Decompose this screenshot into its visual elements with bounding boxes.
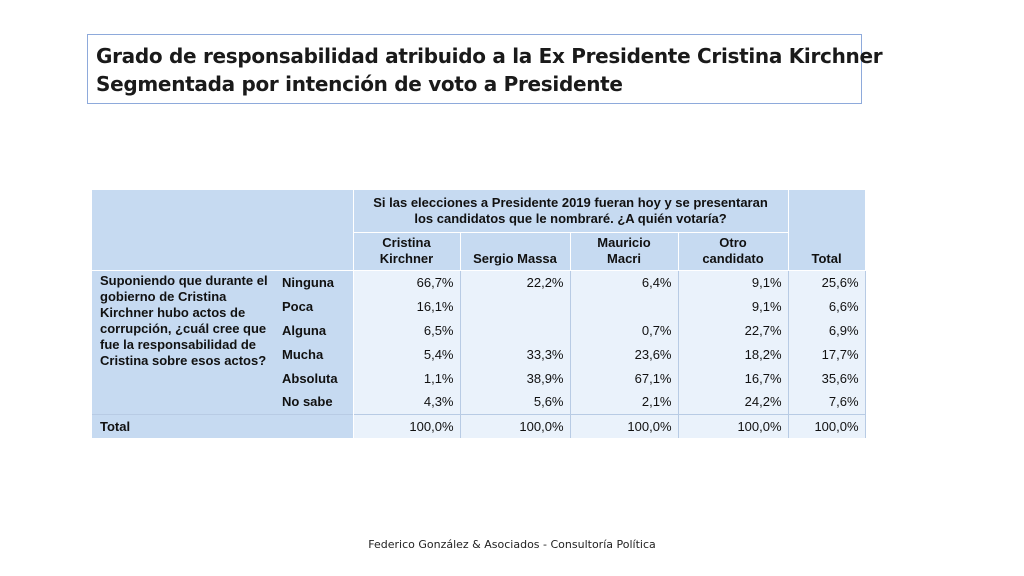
table-cell: 35,6% — [788, 366, 866, 390]
table-cell: 5,4% — [353, 342, 461, 366]
table-cell — [570, 294, 679, 318]
table-cell: 23,6% — [570, 342, 679, 366]
question-header-line-2: los candidatos que le nombraré. ¿A quién… — [414, 210, 727, 226]
header-corner — [92, 190, 354, 271]
table-cell: 25,6% — [788, 270, 866, 294]
row-label: Poca — [276, 294, 354, 318]
table-cell: 7,6% — [788, 390, 866, 414]
table-row: No sabe 4,3% 5,6% 2,1% 24,2% 7,6% — [92, 390, 866, 414]
table-cell: 33,3% — [460, 342, 571, 366]
table-cell: 67,1% — [570, 366, 679, 390]
total-label: Total — [92, 413, 354, 438]
table-row: Absoluta 1,1% 38,9% 67,1% 16,7% 35,6% — [92, 366, 866, 390]
table-cell: 2,1% — [570, 390, 679, 414]
table-cell — [460, 318, 571, 342]
row-label: Absoluta — [276, 366, 354, 390]
table-row: Mucha 5,4% 33,3% 23,6% 18,2% 17,7% — [92, 342, 866, 366]
column-header-cristina-kirchner: Cristina Kirchner — [353, 232, 461, 271]
table-cell: 5,6% — [460, 390, 571, 414]
header-row-2: Cristina Kirchner Sergio Massa Mauricio … — [92, 232, 866, 271]
row-label: Alguna — [276, 318, 354, 342]
slide-title: Grado de responsabilidad atribuido a la … — [87, 34, 883, 104]
column-header-sergio-massa: Sergio Massa — [460, 232, 571, 271]
question-header: Si las elecciones a Presidente 2019 fuer… — [353, 190, 789, 233]
footer-text: Federico González & Asociados - Consulto… — [368, 538, 656, 551]
header-row-1: Si las elecciones a Presidente 2019 fuer… — [92, 190, 866, 271]
table-cell: 100,0% — [678, 413, 789, 438]
table-cell: 100,0% — [788, 413, 866, 438]
table-cell: 6,5% — [353, 318, 461, 342]
title-line-1: Grado de responsabilidad atribuido a la … — [96, 44, 883, 68]
table-row: Suponiendo que durante el gobierno de Cr… — [92, 270, 866, 414]
table-row: Poca 16,1% 9,1% 6,6% — [92, 294, 866, 318]
table-cell: 66,7% — [353, 270, 461, 294]
row-label: Mucha — [276, 342, 354, 366]
table-cell: 6,9% — [788, 318, 866, 342]
table-row: Alguna 6,5% 0,7% 22,7% 6,9% — [92, 318, 866, 342]
table-cell: 1,1% — [353, 366, 461, 390]
row-question: Suponiendo que durante el gobierno de Cr… — [92, 270, 276, 414]
column-header-total: Total — [788, 190, 866, 271]
table-cell: 0,7% — [570, 318, 679, 342]
table-cell: 6,6% — [788, 294, 866, 318]
column-header-mauricio-macri: Mauricio Macri — [570, 232, 679, 271]
table-cell: 6,4% — [570, 270, 679, 294]
row-label: Ninguna — [276, 270, 354, 294]
row-label: No sabe — [276, 390, 354, 414]
table-cell: 38,9% — [460, 366, 571, 390]
table-cell: 4,3% — [353, 390, 461, 414]
table-cell: 16,7% — [678, 366, 789, 390]
table-cell: 9,1% — [678, 294, 789, 318]
total-row: Total 100,0% 100,0% 100,0% 100,0% 100,0% — [92, 413, 866, 438]
question-header-line-1: Si las elecciones a Presidente 2019 fuer… — [373, 194, 768, 210]
table-cell: 9,1% — [678, 270, 789, 294]
table-cell: 100,0% — [353, 413, 461, 438]
crosstab-table: Si las elecciones a Presidente 2019 fuer… — [92, 190, 866, 438]
table-cell: 100,0% — [460, 413, 571, 438]
table-cell: 17,7% — [788, 342, 866, 366]
table-cell: 24,2% — [678, 390, 789, 414]
table-cell: 22,7% — [678, 318, 789, 342]
table-cell: 16,1% — [353, 294, 461, 318]
table-cell — [460, 294, 571, 318]
table-cell: 18,2% — [678, 342, 789, 366]
table-cell: 22,2% — [460, 270, 571, 294]
title-line-2: Segmentada por intención de voto a Presi… — [96, 72, 623, 96]
column-header-otro-candidato: Otro candidato — [678, 232, 789, 271]
table-cell: 100,0% — [570, 413, 679, 438]
